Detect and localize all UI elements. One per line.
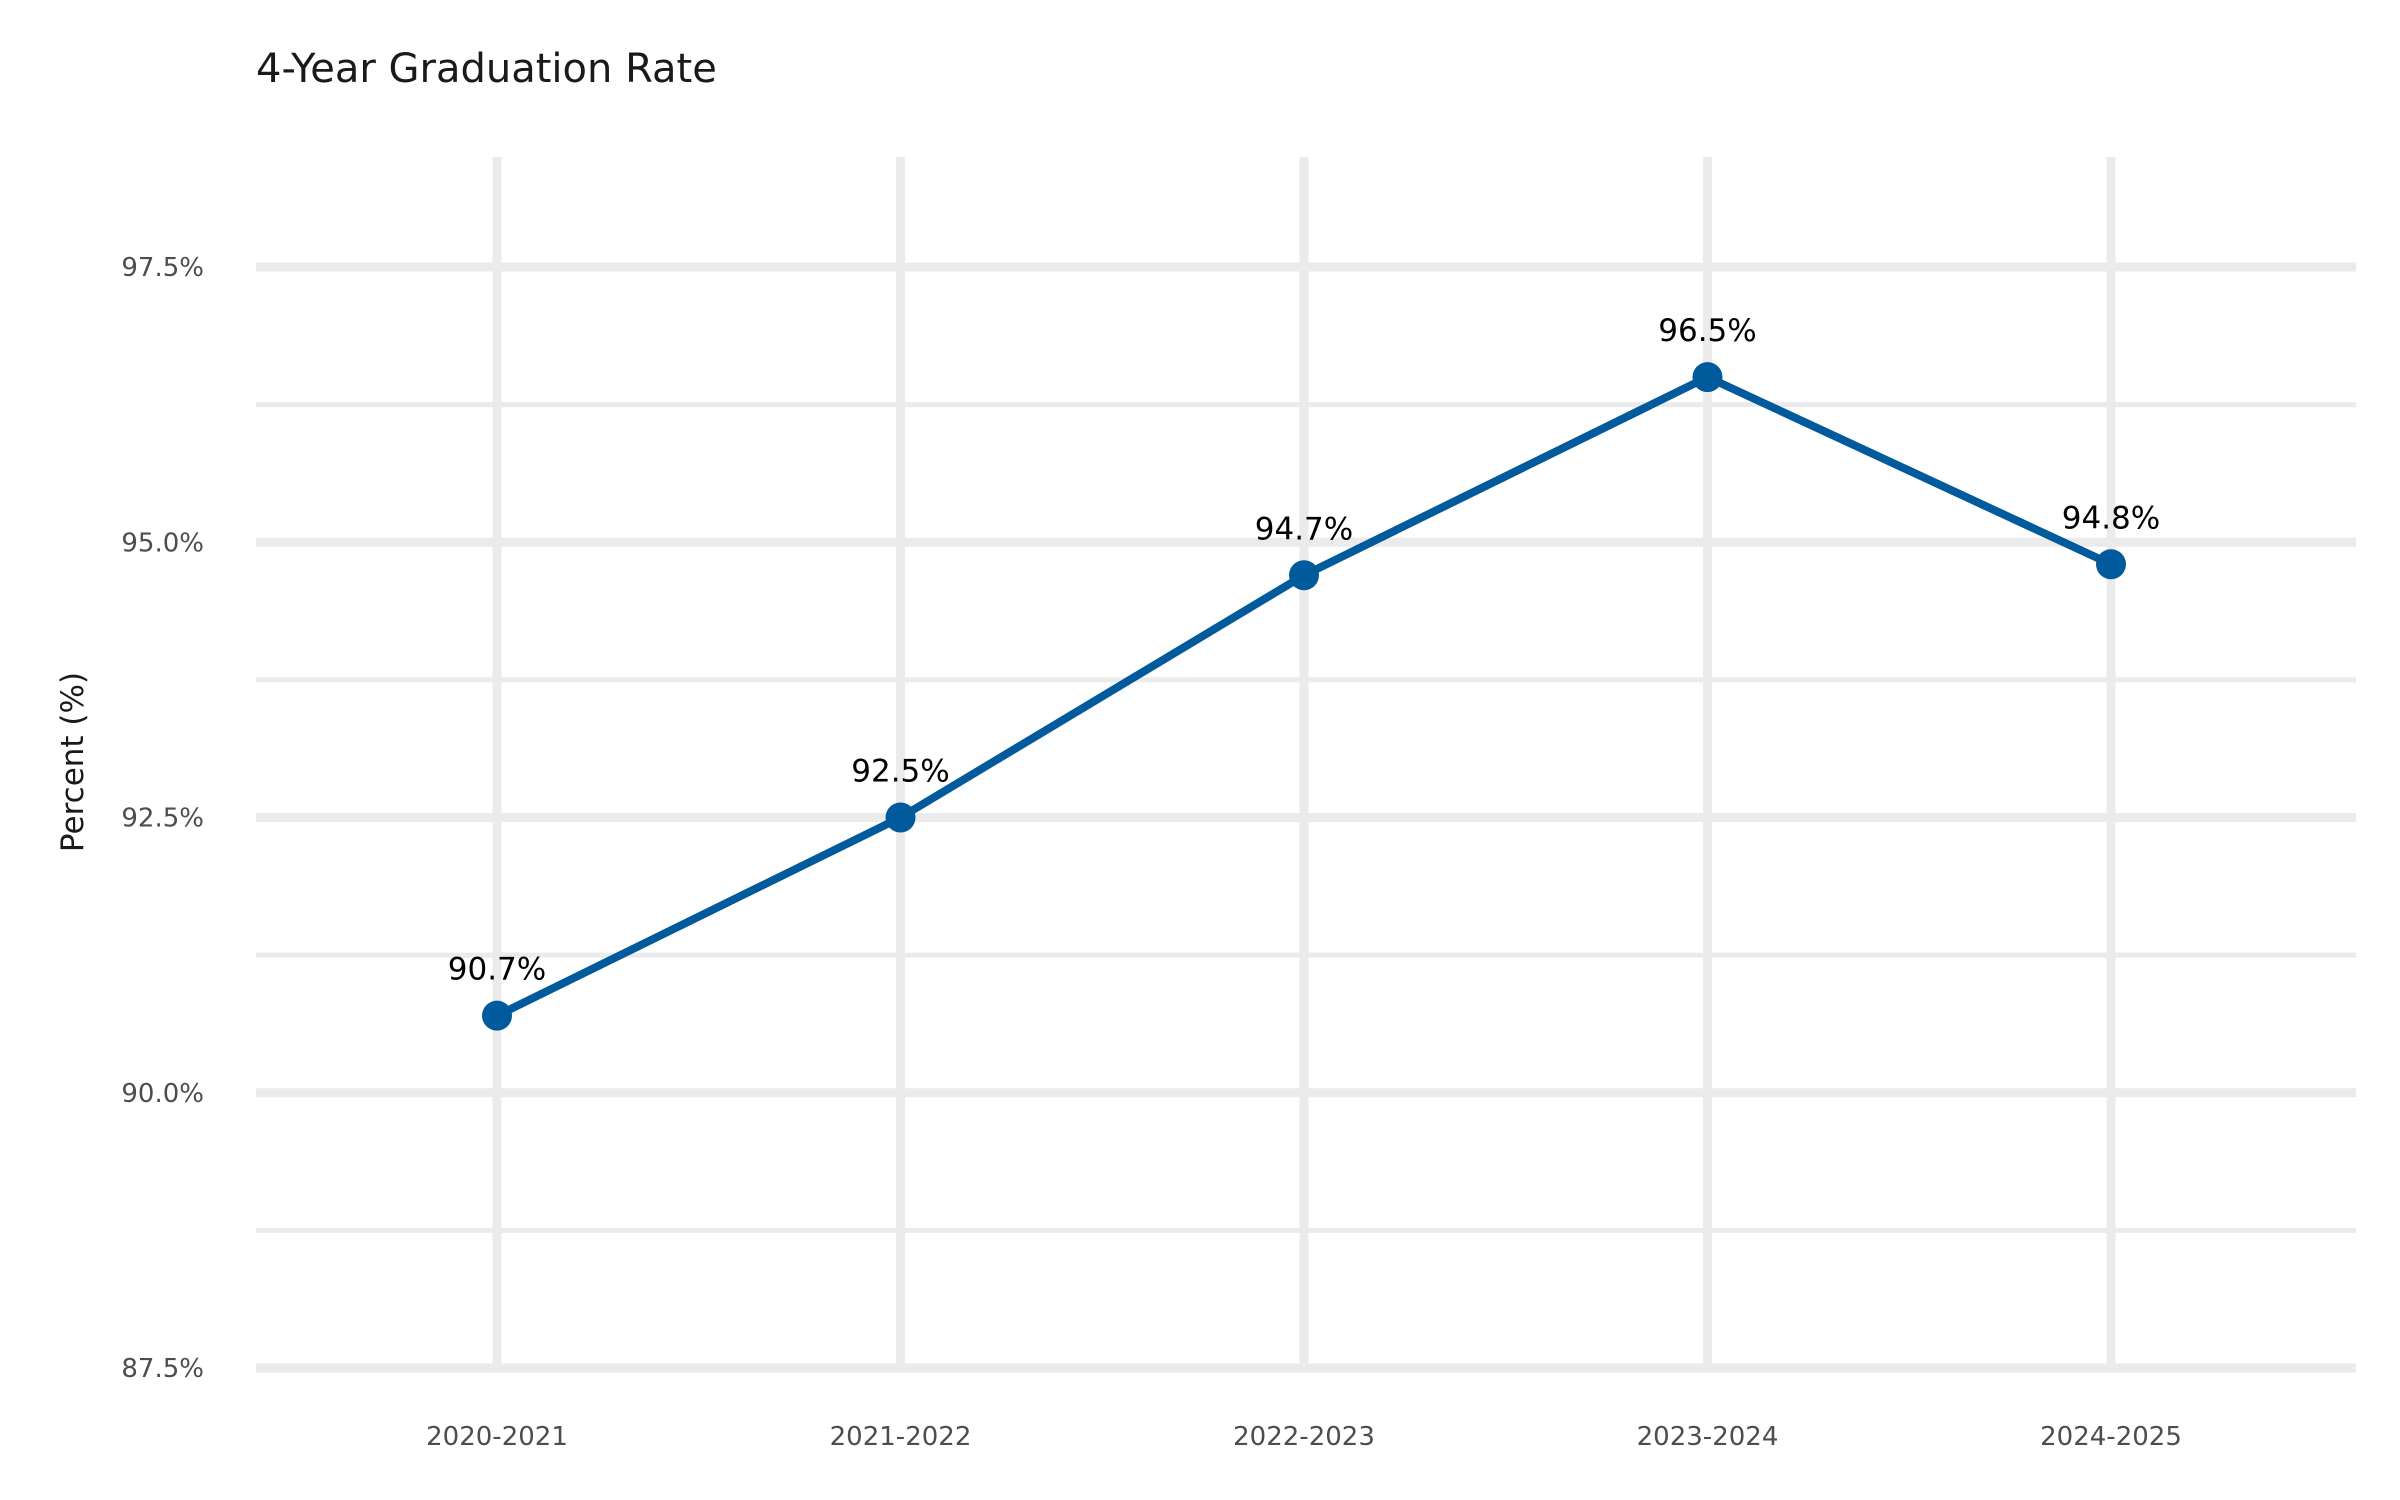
y-tick-label: 97.5% (121, 253, 204, 283)
data-label: 90.7% (448, 952, 546, 988)
x-tick-label: 2024-2025 (2040, 1422, 2182, 1452)
grid-layer (256, 157, 2356, 1373)
data-label-layer: 90.7% 92.5% 94.7% 96.5% 94.8% (448, 313, 2160, 988)
data-label: 92.5% (851, 754, 949, 790)
y-tick-label: 95.0% (121, 528, 204, 558)
data-point (1289, 560, 1319, 591)
y-axis-title: Percent (%) (55, 672, 91, 852)
y-tick-label: 87.5% (121, 1354, 204, 1384)
y-tick-label: 92.5% (121, 804, 204, 834)
data-point (885, 802, 916, 833)
data-label: 96.5% (1658, 313, 1756, 349)
x-tick-label: 2022-2023 (1233, 1422, 1375, 1452)
data-label: 94.7% (1255, 511, 1353, 547)
data-point (1692, 362, 1723, 393)
series-layer (482, 362, 2126, 1031)
data-point (2096, 549, 2126, 580)
axis-layer: Percent (%) 87.5% 90.0% 92.5% 95.0% 97.5% 202… (55, 253, 2182, 1452)
x-tick-label: 2020-2021 (426, 1422, 568, 1452)
x-tick-label: 2021-2022 (830, 1422, 972, 1452)
x-tick-label: 2023-2024 (1637, 1422, 1779, 1452)
y-tick-label: 90.0% (121, 1079, 204, 1109)
data-label: 94.8% (2062, 500, 2160, 536)
chart-title: 4-Year Graduation Rate (256, 46, 717, 92)
data-point (482, 1000, 512, 1031)
